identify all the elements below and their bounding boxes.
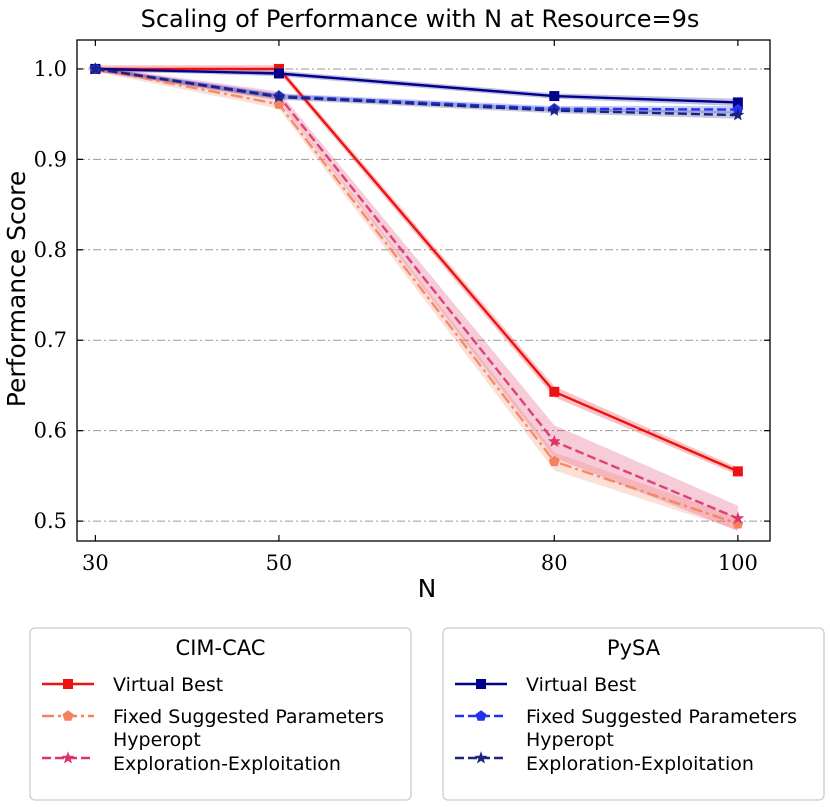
legend-title: CIM-CAC <box>176 636 266 660</box>
point-pysa-virtual-best <box>732 97 743 108</box>
legend-marker <box>62 710 74 721</box>
point-pysa-hyperopt-exploration-exploitation <box>88 62 102 75</box>
line-pysa-hyperopt-exploration-exploitation <box>95 67 738 117</box>
legend: CIM-CAC Virtual Best Fixed Suggested Param… <box>29 627 825 801</box>
line-cim-cac-virtual-best <box>95 67 739 473</box>
x-tick-label: 100 <box>718 551 758 575</box>
confidence-bands <box>95 65 738 532</box>
band-pysa-hyperopt-exploration-exploitation <box>95 67 738 119</box>
line-pysa-virtual-best <box>95 67 738 104</box>
legend-label: Hyperopt <box>113 729 201 751</box>
legend-box-1 <box>442 627 825 801</box>
chart-title: Scaling of Performance with N at Resourc… <box>141 5 700 33</box>
axis-ticks: 0.5 0.6 0.7 0.8 0.9 1.0 30 50 80 100 <box>34 40 770 575</box>
plot-frame <box>76 39 771 542</box>
point-cim-cac-fixed-suggested-parameters <box>548 455 560 467</box>
legend-marker <box>63 679 73 689</box>
series-markers <box>88 62 745 529</box>
x-tick-label: 30 <box>82 551 109 575</box>
line-cim-cac-hyperopt-exploration-exploitation <box>95 67 739 520</box>
legend-label: Virtual Best <box>526 674 636 696</box>
point-pysa-virtual-best <box>273 68 284 79</box>
legend-marker <box>475 710 487 721</box>
y-axis-label: Performance Score <box>2 171 31 407</box>
legend-label: Fixed Suggested Parameters <box>526 706 797 728</box>
legend-label: Fixed Suggested Parameters <box>113 706 384 728</box>
point-pysa-hyperopt-exploration-exploitation <box>272 90 286 103</box>
legend-label: Exploration-Exploitation <box>113 753 341 775</box>
band-cim-cac-hyperopt-exploration-exploitation <box>95 66 738 532</box>
point-cim-cac-virtual-best <box>549 386 560 397</box>
point-pysa-hyperopt-exploration-exploitation <box>731 108 745 121</box>
y-tick-label: 1.0 <box>34 57 67 81</box>
x-axis-label: N <box>418 574 437 603</box>
point-pysa-hyperopt-exploration-exploitation <box>547 103 561 116</box>
series-lines <box>95 67 739 525</box>
legend-label: Virtual Best <box>113 674 223 696</box>
legend-label: Exploration-Exploitation <box>526 753 754 775</box>
legend-box-0 <box>29 627 412 801</box>
legend-marker <box>476 679 486 689</box>
legend-marker <box>474 751 488 764</box>
line-cim-cac-fixed-suggested-parameters <box>95 67 739 525</box>
x-tick-label: 80 <box>541 551 568 575</box>
point-cim-cac-hyperopt-exploration-exploitation <box>547 434 561 447</box>
point-cim-cac-virtual-best <box>732 466 743 477</box>
y-tick-label: 0.8 <box>34 238 67 262</box>
y-tick-label: 0.7 <box>34 328 67 352</box>
point-pysa-virtual-best <box>549 91 560 102</box>
y-tick-label: 0.6 <box>34 419 67 443</box>
band-cim-cac-fixed-suggested-parameters <box>95 66 738 531</box>
point-cim-cac-hyperopt-exploration-exploitation <box>731 511 745 524</box>
legend-title: PySA <box>607 636 661 660</box>
x-tick-label: 50 <box>266 551 293 575</box>
legend-marker <box>61 751 75 764</box>
y-tick-label: 0.9 <box>34 147 67 171</box>
y-tick-label: 0.5 <box>34 509 67 533</box>
legend-label: Hyperopt <box>526 729 614 751</box>
